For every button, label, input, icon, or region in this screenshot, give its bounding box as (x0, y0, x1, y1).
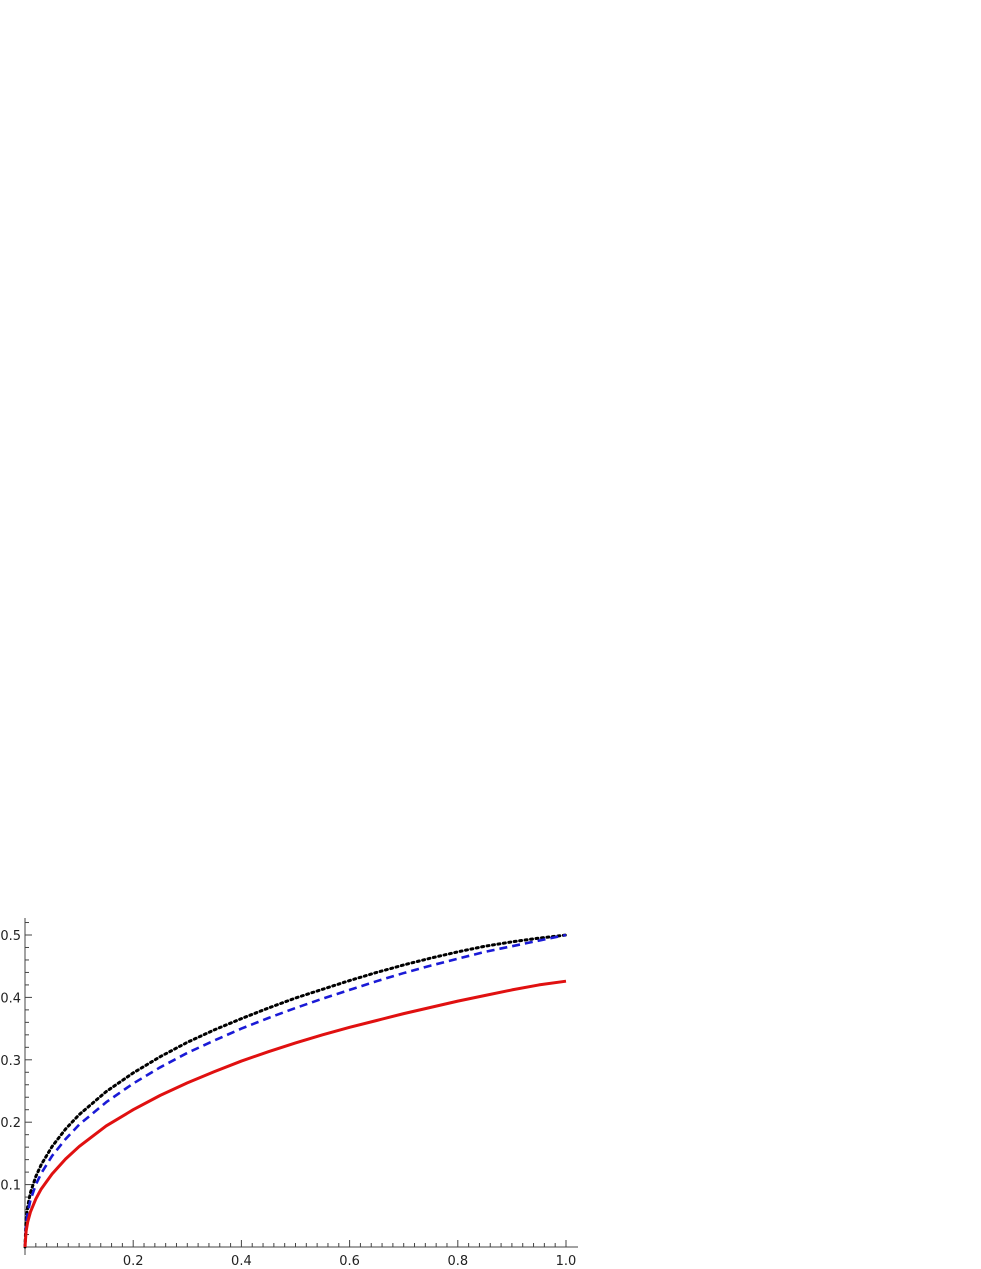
y-tick-label: 0.1 (0, 1179, 21, 1194)
x-tick-label: 0.6 (339, 1254, 360, 1269)
plot-area: 0.2 0.4 0.6 0.8 1.0 0.1 0.2 0.3 0.4 0.5 (0, 918, 578, 1269)
y-tick-label: 0.4 (0, 991, 21, 1006)
y-tick-label: 0.2 (0, 1116, 21, 1131)
series-line-dotted (23, 933, 568, 1249)
x-tick-label: 0.8 (447, 1254, 468, 1269)
series-line-solid (23, 979, 567, 1248)
x-tick-label: 0.4 (231, 1254, 252, 1269)
x-tick-label: 0.2 (123, 1254, 144, 1269)
y-tick-label: 0.5 (0, 929, 21, 944)
series-line-dashed (23, 933, 567, 1248)
x-tick-label: 1.0 (556, 1254, 577, 1269)
y-tick-label: 0.3 (0, 1054, 21, 1069)
